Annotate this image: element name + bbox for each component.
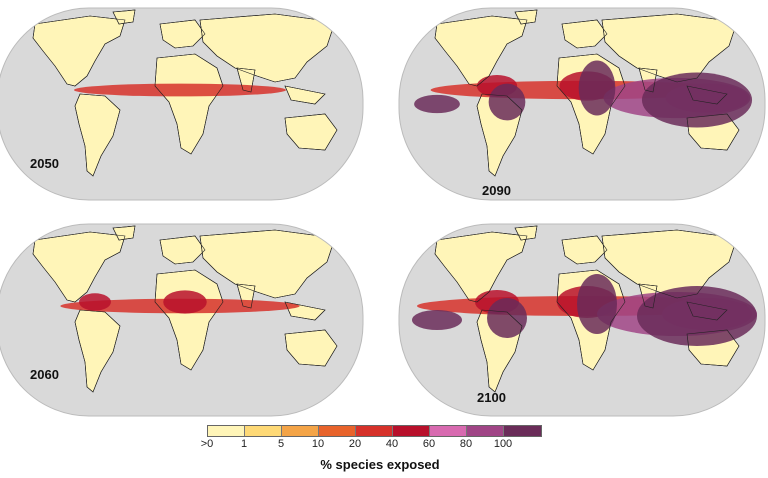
border-india	[638, 67, 658, 93]
legend-swatch	[282, 426, 319, 436]
legend-tick-label: 40	[385, 438, 399, 450]
legend-swatch	[504, 426, 541, 436]
exposure-region	[163, 290, 207, 314]
border-africa	[556, 269, 626, 371]
border-southeast-asia	[686, 85, 728, 105]
border-australia	[284, 113, 338, 151]
border-southeast-asia	[284, 301, 326, 321]
year-label-2100: 2100	[477, 390, 506, 405]
legend-tick-label: 60	[422, 438, 436, 450]
border-north-america	[434, 231, 528, 303]
border-greenland	[112, 225, 136, 241]
border-europe	[561, 235, 608, 265]
border-south-america	[476, 93, 523, 177]
map-2100	[398, 223, 766, 417]
map-panel-2090: 2090	[397, 6, 767, 202]
map-frame	[398, 7, 766, 201]
exposure-region	[487, 298, 527, 338]
legend-tick-label: 10	[311, 438, 325, 450]
border-greenland	[514, 225, 538, 241]
map-2090	[398, 7, 766, 201]
border-greenland	[514, 9, 538, 25]
legend-swatch	[430, 426, 467, 436]
legend-tick-label: >0	[200, 438, 214, 450]
map-panel-2100: 2100	[397, 222, 767, 418]
border-north-america	[32, 15, 126, 87]
exposure-region	[641, 72, 753, 128]
legend-tick-label: 5	[277, 438, 285, 450]
legend-tick-label: 20	[348, 438, 362, 450]
map-frame	[0, 223, 364, 417]
exposure-region	[577, 274, 617, 334]
border-southeast-asia	[284, 85, 326, 105]
legend-swatches	[207, 425, 542, 437]
legend-tick-label: 80	[459, 438, 473, 450]
legend-swatch	[393, 426, 430, 436]
legend-tick-label: 100	[493, 438, 513, 450]
border-south-america	[476, 309, 523, 393]
map-frame	[0, 7, 364, 201]
border-south-america	[74, 93, 121, 177]
border-north-america	[434, 15, 528, 87]
border-india	[236, 67, 256, 93]
color-legend: >0 1 5 10 20 40 60 80 100 % species exposed	[195, 425, 565, 477]
border-australia	[686, 113, 740, 151]
map-2060	[0, 223, 364, 417]
year-label-2090: 2090	[482, 183, 511, 198]
exposure-region	[488, 83, 526, 121]
border-south-america	[74, 309, 121, 393]
border-north-america	[32, 231, 126, 303]
border-europe	[159, 235, 206, 265]
legend-tick-label: 1	[240, 438, 248, 450]
legend-swatch	[245, 426, 282, 436]
exposure-region	[637, 286, 757, 346]
legend-swatch	[319, 426, 356, 436]
border-southeast-asia	[686, 301, 728, 321]
border-africa	[154, 269, 224, 371]
map-panel-2060: 2060	[0, 222, 365, 418]
border-australia	[686, 329, 740, 367]
legend-title: % species exposed	[320, 457, 440, 472]
border-africa	[154, 53, 224, 155]
exposure-region	[578, 60, 616, 116]
border-india	[638, 283, 658, 309]
border-india	[236, 283, 256, 309]
year-label-2050: 2050	[30, 156, 59, 171]
border-africa	[556, 53, 626, 155]
exposure-region	[73, 83, 287, 97]
map-panel-2050: 2050	[0, 6, 365, 202]
border-europe	[561, 19, 608, 49]
exposure-region	[79, 293, 111, 311]
border-greenland	[112, 9, 136, 25]
map-2050	[0, 7, 364, 201]
year-label-2060: 2060	[30, 367, 59, 382]
legend-swatch	[467, 426, 504, 436]
legend-swatch	[208, 426, 245, 436]
map-frame	[398, 223, 766, 417]
legend-swatch	[356, 426, 393, 436]
border-australia	[284, 329, 338, 367]
exposure-region	[414, 94, 460, 114]
exposure-region	[412, 310, 462, 330]
border-europe	[159, 19, 206, 49]
